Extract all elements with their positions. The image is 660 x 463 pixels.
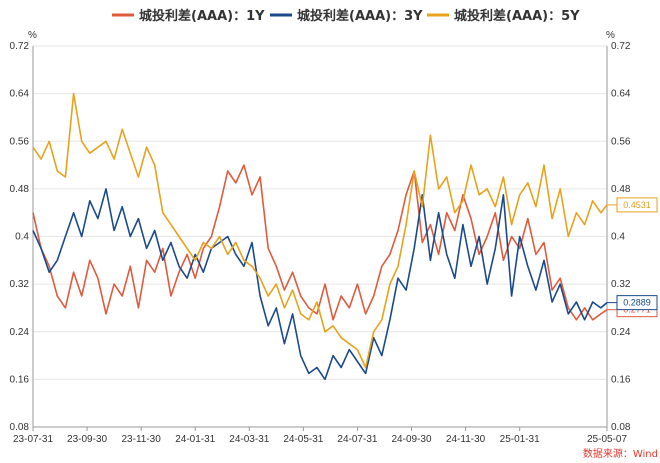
y-tick-left: 0.16: [10, 374, 30, 385]
legend-label: 城投利差(AAA)：5Y: [454, 8, 580, 24]
source-note: 数据来源：Wind: [583, 447, 658, 460]
y-tick-right: 0.24: [611, 327, 631, 338]
y-tick-left: 0.08: [10, 422, 30, 433]
x-tick-label: 23-07-31: [13, 434, 53, 445]
legend-label: 城投利差(AAA)：3Y: [297, 8, 423, 24]
y-tick-right: 0.32: [611, 279, 631, 290]
y-tick-right: 0.72: [611, 41, 631, 52]
x-tick-label: 25-05-07: [587, 434, 627, 445]
y-tick-right: 0.48: [611, 184, 631, 195]
y-tick-right: 0.4: [611, 232, 625, 243]
series-lines: [32, 92, 608, 381]
end-label-box: [616, 197, 658, 213]
end-label-value: 0.2889: [623, 298, 651, 308]
y-tick-left: 0.4: [15, 232, 29, 243]
end-label-box: [616, 295, 658, 311]
end-label-value: 0.4531: [623, 200, 651, 210]
y-tick-right: 0.56: [611, 136, 631, 147]
y-tick-right: 0.08: [611, 422, 631, 433]
x-tick-label: 23-11-30: [122, 434, 162, 445]
x-tick-label: 24-11-30: [446, 434, 486, 445]
y-tick-right: 0.16: [611, 374, 631, 385]
series-line-2: [32, 188, 608, 381]
x-tick-label: 24-03-31: [229, 434, 269, 445]
legend-label: 城投利差(AAA)：1Y: [139, 8, 265, 24]
right-axis-unit: %: [606, 30, 615, 41]
y-tick-right: 0.64: [611, 89, 631, 100]
grid: [33, 45, 607, 428]
series-line-3: [32, 92, 608, 369]
left-axis-unit: %: [28, 30, 37, 41]
x-tick-label: 23-09-30: [67, 434, 107, 445]
y-tick-left: 0.56: [10, 136, 30, 147]
y-tick-left: 0.32: [10, 279, 30, 290]
x-tick-label: 24-07-31: [337, 434, 377, 445]
y-tick-left: 0.24: [10, 327, 30, 338]
x-tick-label: 25-01-31: [500, 434, 540, 445]
x-tick-label: 24-05-31: [283, 434, 323, 445]
axes: 0.08 0.08 0.16 0.16 0.24 0.24 0.32 0.32 0.4 0.4 0.…: [10, 41, 631, 445]
x-tick-label: 24-01-31: [175, 434, 215, 445]
y-tick-left: 0.48: [10, 184, 30, 195]
x-tick-label: 24-09-30: [392, 434, 432, 445]
series-line-1: [32, 164, 608, 321]
y-tick-left: 0.72: [10, 41, 30, 52]
legend: 城投利差(AAA)：1Y 城投利差(AAA)：3Y 城投利差(AAA)：5Y: [112, 8, 580, 24]
y-tick-left: 0.64: [10, 89, 30, 100]
